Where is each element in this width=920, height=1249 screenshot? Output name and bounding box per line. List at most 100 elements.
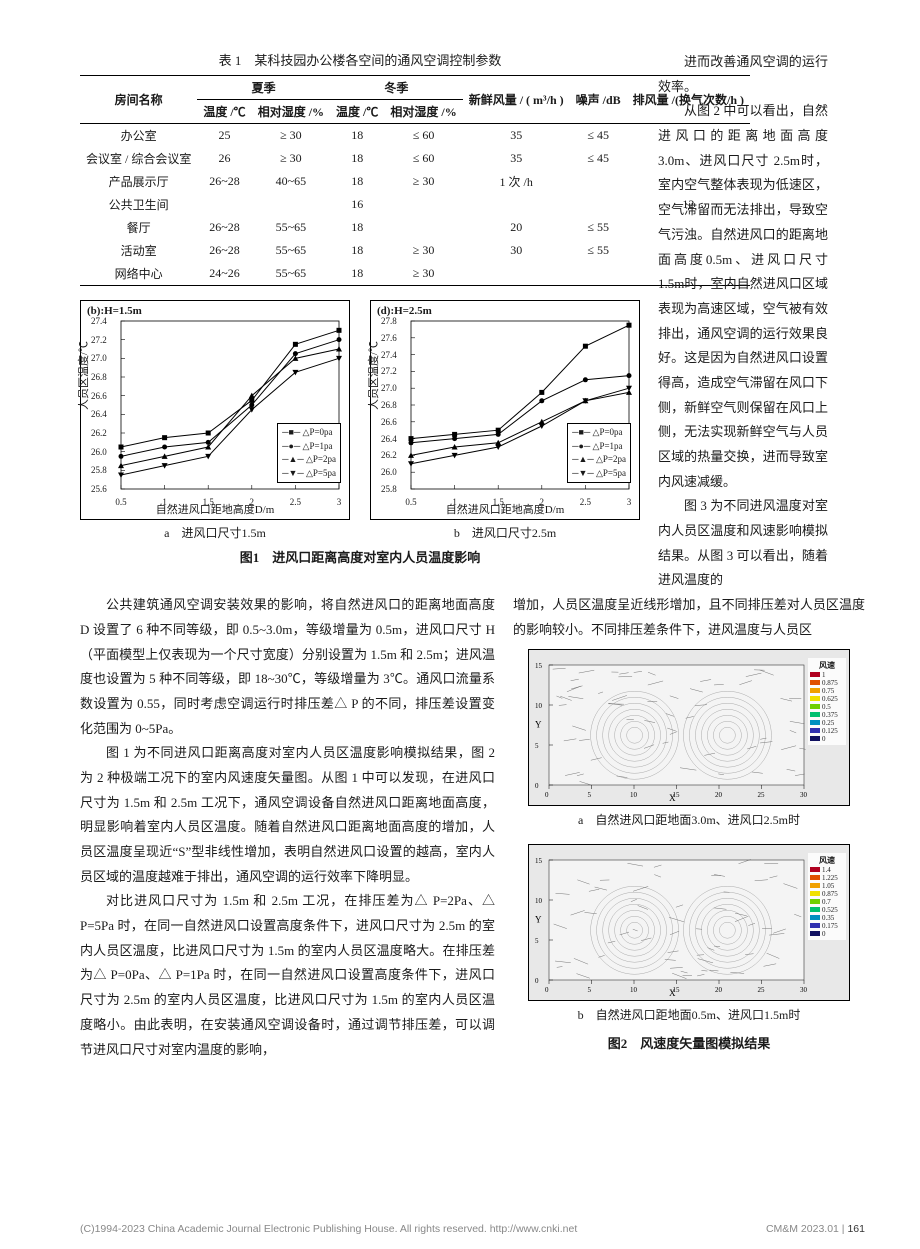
chart-d-sub: b 进风口尺寸2.5m [454, 524, 556, 541]
col-fresh: 新鲜风量 / ( m³/h ) [463, 76, 570, 124]
table-cell: ≥ 30 [252, 147, 330, 170]
table-cell: 18 [330, 170, 384, 193]
table-cell: 40~65 [252, 170, 330, 193]
table-title: 表 1 某科技园办公楼各空间的通风空调控制参数 [80, 50, 640, 69]
table-cell: ≥ 30 [384, 239, 462, 262]
table-cell: 35 [463, 147, 570, 170]
table-cell [570, 262, 627, 286]
para-r3: 图 3 为不同进风温度对室内人员区温度和风速影响模拟结果。从图 3 可以看出，随… [658, 494, 828, 593]
chart-b-sub: a 进风口尺寸1.5m [164, 524, 266, 541]
fig1-title: 图1 进风口距离高度对室内人员温度影响 [80, 547, 640, 566]
chart-row: (b):H=1.5m 25.625.826.026.226.426.626.82… [80, 300, 640, 541]
svg-text:15: 15 [673, 791, 681, 799]
fig2-title: 图2 风速度矢量图模拟结果 [608, 1033, 771, 1052]
svg-text:30: 30 [800, 986, 808, 994]
table-cell [384, 193, 462, 216]
table-cell: 26~28 [197, 216, 251, 239]
svg-text:0: 0 [535, 977, 539, 985]
svg-text:25: 25 [758, 986, 766, 994]
chart-d: (d):H=2.5m 25.826.026.226.426.626.827.02… [370, 300, 640, 520]
col-rh-w: 相对湿度 /% [384, 100, 462, 124]
table-cell: 公共卫生间 [80, 193, 197, 216]
chart-legend: ─■─ △P=0pa─●─ △P=1pa─▲─ △P=2pa─▼─ △P=5pa [277, 423, 341, 483]
sim-a-figure: XY051015202530051015风速10.8750.750.6250.5… [528, 649, 850, 806]
table-cell: 30 [463, 239, 570, 262]
col-room: 房间名称 [80, 76, 197, 124]
para-l1: 公共建筑通风空调安装效果的影响，将自然进风口的距离地面高度 D 设置了 6 种不… [80, 593, 495, 741]
svg-text:15: 15 [535, 662, 543, 670]
x-axis-label: 自然进风口距地高度D/m [156, 501, 275, 517]
table-cell [384, 216, 462, 239]
col-rh-s: 相对湿度 /% [252, 100, 330, 124]
svg-text:10: 10 [535, 897, 543, 905]
right-column: 进而改善通风空调的运行效率。 从图 2 中可以看出，自然进风口的距离地面高度 3… [658, 50, 828, 593]
table-cell: 26~28 [197, 170, 251, 193]
table-cell [197, 193, 251, 216]
chart-legend: ─■─ △P=0pa─●─ △P=1pa─▲─ △P=2pa─▼─ △P=5pa [567, 423, 631, 483]
svg-text:5: 5 [588, 986, 592, 994]
table-cell: ≥ 30 [384, 262, 462, 286]
table-cell: 办公室 [80, 124, 197, 148]
x-axis-label: 自然进风口距地高度D/m [446, 501, 565, 517]
right-lower-column: 增加，人员区温度呈近线形增加，且不同排压差对人员区温度的影响较小。不同排压差条件… [513, 593, 865, 1062]
footer-issue: CM&M 2023.01 | [766, 1223, 845, 1235]
table-cell: ≤ 60 [384, 124, 462, 148]
svg-text:0: 0 [535, 782, 539, 790]
table-cell: 1 次 /h [463, 170, 570, 193]
table-cell: 网络中心 [80, 262, 197, 286]
page-number: 161 [847, 1223, 865, 1235]
table-cell: 18 [330, 262, 384, 286]
para-wide: 增加，人员区温度呈近线形增加，且不同排压差对人员区温度的影响较小。不同排压差条件… [513, 593, 865, 642]
table-cell: 餐厅 [80, 216, 197, 239]
col-summer: 夏季 [197, 76, 330, 100]
table-cell: 16 [330, 193, 384, 216]
table-cell: 活动室 [80, 239, 197, 262]
table-cell: 18 [330, 239, 384, 262]
svg-text:15: 15 [673, 986, 681, 994]
table-cell: 26 [197, 147, 251, 170]
table-1: 表 1 某科技园办公楼各空间的通风空调控制参数 房间名称 夏季 冬季 新鲜风量 … [80, 50, 640, 286]
svg-text:Y: Y [535, 914, 542, 924]
page-footer: (C)1994-2023 China Academic Journal Elec… [0, 1223, 920, 1235]
sim-scale: 风速10.8750.750.6250.50.3750.250.1250 [808, 658, 846, 745]
table-cell: 24~26 [197, 262, 251, 286]
table-cell [463, 193, 570, 216]
table-cell: ≥ 30 [252, 124, 330, 148]
col-temp-w: 温度 /℃ [330, 100, 384, 124]
svg-text:5: 5 [535, 937, 539, 945]
y-axis-label: 人员区温度/℃ [75, 341, 91, 410]
table-cell [570, 193, 627, 216]
table-cell [463, 262, 570, 286]
sim-b-figure: XY051015202530051015风速1.41.2251.050.8750… [528, 844, 850, 1001]
svg-text:20: 20 [715, 986, 723, 994]
table-cell: 55~65 [252, 216, 330, 239]
svg-text:0: 0 [545, 791, 549, 799]
col-winter: 冬季 [330, 76, 463, 100]
svg-text:15: 15 [535, 857, 543, 865]
svg-text:10: 10 [630, 791, 638, 799]
chart-b: (b):H=1.5m 25.625.826.026.226.426.626.82… [80, 300, 350, 520]
table-cell: 55~65 [252, 262, 330, 286]
table-cell: 18 [330, 124, 384, 148]
table-cell [570, 170, 627, 193]
table-cell: 18 [330, 147, 384, 170]
table-cell: 产品展示厅 [80, 170, 197, 193]
para-r1: 进而改善通风空调的运行效率。 [658, 50, 828, 99]
sim-a-sub: a 自然进风口距地面3.0m、进风口2.5m时 [578, 811, 800, 828]
table-cell: ≤ 55 [570, 216, 627, 239]
left-text-column: 公共建筑通风空调安装效果的影响，将自然进风口的距离地面高度 D 设置了 6 种不… [80, 593, 495, 1062]
svg-text:25: 25 [758, 791, 766, 799]
table-cell: 会议室 / 综合会议室 [80, 147, 197, 170]
parameter-table: 房间名称 夏季 冬季 新鲜风量 / ( m³/h ) 噪声 /dB 排风量 /(… [80, 75, 750, 286]
table-cell: 35 [463, 124, 570, 148]
para-r2: 从图 2 中可以看出，自然进风口的距离地面高度 3.0m、进风口尺寸 2.5m时… [658, 99, 828, 494]
svg-text:20: 20 [715, 791, 723, 799]
table-cell: ≤ 45 [570, 147, 627, 170]
svg-text:10: 10 [535, 702, 543, 710]
table-cell: ≥ 30 [384, 170, 462, 193]
para-l2: 图 1 为不同进风口距离高度对室内人员区温度影响模拟结果，图 2 为 2 种极端… [80, 741, 495, 889]
svg-text:0: 0 [545, 986, 549, 994]
svg-text:Y: Y [535, 719, 542, 729]
table-cell: 18 [330, 216, 384, 239]
sim-scale: 风速1.41.2251.050.8750.70.5250.350.1750 [808, 853, 846, 940]
